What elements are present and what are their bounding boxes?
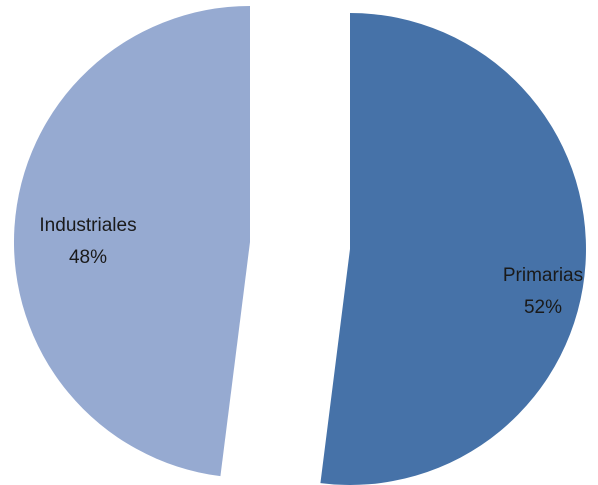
slice-label-primarias-name: Primarias [503, 265, 583, 286]
slices-layer [13, 5, 586, 485]
pie-slice-industriales [13, 5, 250, 477]
slice-label-industriales-name: Industriales [39, 215, 136, 236]
pie-slice-primarias [320, 13, 586, 485]
labels-layer: Primarias 52% Industriales 48% [39, 215, 583, 318]
slice-label-primarias-value: 52% [524, 297, 562, 318]
slice-label-industriales-value: 48% [69, 247, 107, 268]
